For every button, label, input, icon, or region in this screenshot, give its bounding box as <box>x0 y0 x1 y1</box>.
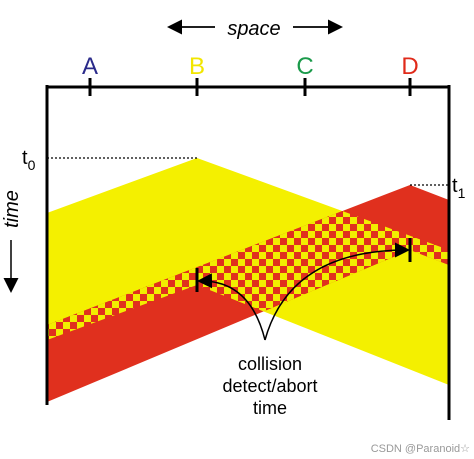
time-t0: t0 <box>22 147 36 173</box>
axes <box>45 78 451 420</box>
annotation-line: detect/abort <box>222 376 317 396</box>
annotation: collision detect/abort time <box>222 354 317 418</box>
node-label: B <box>189 53 205 80</box>
time-t1: t1 <box>452 175 466 201</box>
annotation-line: time <box>253 398 287 418</box>
node-label: C <box>296 53 313 80</box>
space-label: space <box>227 18 280 40</box>
node-label: A <box>82 53 98 80</box>
space-bg <box>215 14 293 40</box>
node-label: D <box>401 53 418 80</box>
time-markers <box>47 157 449 186</box>
annotation-line: collision <box>238 354 302 374</box>
watermark: CSDN @Paranoid☆ <box>371 443 470 455</box>
time-label: time <box>1 190 23 228</box>
arrows <box>3 19 410 341</box>
